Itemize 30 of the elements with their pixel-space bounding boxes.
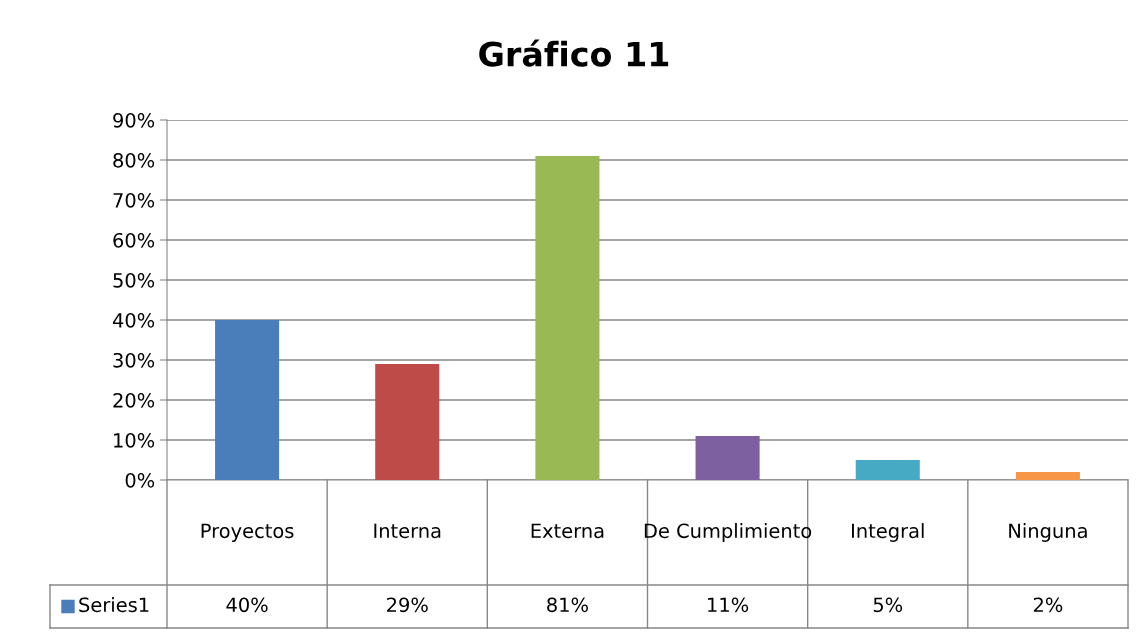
chart-title: Gráfico 11 bbox=[479, 39, 669, 67]
data-label: 5% bbox=[873, 597, 903, 613]
x-tick-label: De Cumplimiento bbox=[644, 523, 812, 542]
x-tick-label: Integral bbox=[852, 523, 924, 542]
y-tick-label: 50% bbox=[113, 272, 155, 288]
x-tick-label: Proyectos bbox=[201, 523, 294, 542]
bar bbox=[855, 460, 920, 480]
bar bbox=[695, 436, 760, 480]
bar bbox=[215, 320, 280, 480]
x-tick-label: Ninguna bbox=[1009, 523, 1087, 542]
data-label: 81% bbox=[547, 597, 588, 613]
data-label: 29% bbox=[387, 597, 428, 613]
y-tick-label: 60% bbox=[113, 232, 155, 248]
y-tick-label: 10% bbox=[114, 432, 155, 448]
y-tick-label: 40% bbox=[112, 312, 155, 328]
y-tick-label: 90% bbox=[113, 112, 155, 128]
data-label: 2% bbox=[1033, 597, 1063, 613]
y-tick-label: 0% bbox=[125, 472, 155, 488]
y-tick-label: 80% bbox=[113, 152, 155, 168]
bar bbox=[1015, 472, 1080, 480]
y-tick-label: 20% bbox=[113, 392, 155, 408]
x-tick-label: Externa bbox=[531, 523, 604, 539]
legend-label: Series1 bbox=[79, 597, 149, 613]
x-tick-label: Interna bbox=[374, 523, 441, 539]
bar bbox=[375, 364, 440, 480]
data-label: 11% bbox=[708, 597, 749, 613]
bar bbox=[535, 156, 600, 480]
y-tick-label: 70% bbox=[113, 192, 155, 208]
y-tick-label: 30% bbox=[113, 352, 155, 368]
data-label: 40% bbox=[226, 597, 268, 613]
